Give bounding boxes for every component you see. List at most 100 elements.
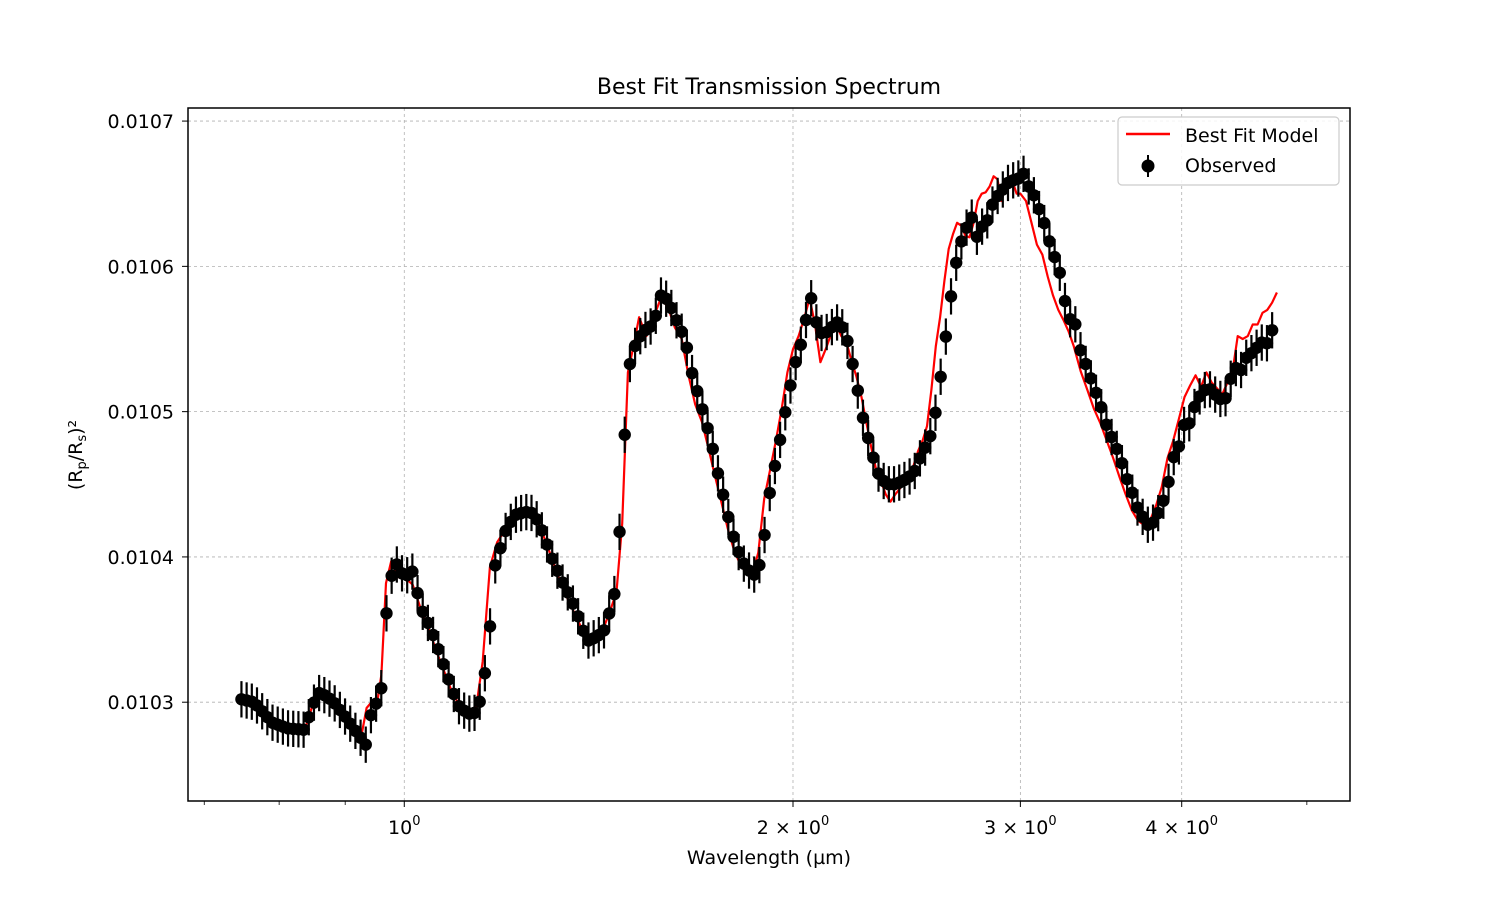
observed-point [929, 406, 942, 419]
legend-observed-label: Observed [1185, 155, 1276, 177]
observed-point [1219, 391, 1232, 405]
observed-point [556, 576, 569, 589]
observed-point [950, 256, 963, 269]
observed-point [540, 538, 554, 551]
observed-point [691, 384, 704, 398]
observed-point [970, 230, 984, 243]
observed-point [302, 711, 315, 724]
observed-point [939, 330, 953, 343]
x-axis: 100 2 × 100 3 × 100 4 × 100 [203, 801, 1308, 839]
observed-point [375, 681, 388, 695]
observed-point [701, 421, 714, 435]
observed-point [1027, 189, 1041, 202]
observed-point [483, 620, 497, 633]
observed-point [789, 355, 802, 369]
observed-point [856, 411, 870, 425]
observed-point [665, 301, 678, 315]
observed-point [1095, 401, 1108, 414]
observed-point [380, 607, 393, 620]
observed-point [1188, 400, 1201, 414]
observed-point [597, 624, 611, 637]
observed-point [1069, 318, 1082, 331]
observed-point [1115, 456, 1129, 470]
y-tick-label: 0.0103 [108, 692, 174, 714]
observed-point [851, 384, 864, 397]
observed-point [478, 667, 492, 680]
observed-point [1120, 472, 1134, 486]
x-tick-label: 2 × 100 [757, 814, 830, 839]
observed-point [711, 467, 725, 480]
observed-point [1183, 417, 1196, 430]
observed-point [499, 524, 512, 538]
observed-point [468, 706, 481, 720]
chart-title: Best Fit Transmission Spectrum [597, 75, 941, 100]
observed-series [235, 155, 1279, 763]
observed-point [473, 695, 486, 708]
observed-point [670, 314, 683, 327]
observed-point [846, 357, 859, 371]
observed-point [675, 325, 688, 338]
observed-point [841, 334, 854, 348]
observed-point [924, 429, 937, 443]
observed-point [804, 292, 818, 305]
legend: Best Fit Model Observed [1117, 116, 1340, 186]
observed-point [696, 403, 709, 416]
observed-point [297, 723, 310, 736]
observed-point [411, 586, 424, 600]
observed-point [955, 235, 968, 248]
observed-point [1151, 506, 1165, 520]
observed-point [810, 316, 823, 329]
observed-point [1224, 372, 1237, 385]
observed-point [944, 290, 958, 303]
observed-point [608, 587, 621, 601]
observed-point [934, 370, 947, 383]
observed-point [1058, 294, 1072, 308]
observed-point [535, 524, 549, 537]
observed-point [489, 559, 502, 572]
observed-point [773, 433, 787, 447]
observed-point [1260, 337, 1274, 350]
observed-point [685, 366, 699, 380]
y-axis: 0.0103 0.0104 0.0105 0.0106 0.0107 [108, 111, 188, 714]
observed-point [1053, 266, 1066, 279]
observed-point [1017, 167, 1030, 181]
observed-point [758, 528, 771, 542]
observed-point [1084, 372, 1098, 385]
observed-point [1048, 250, 1061, 264]
observed-point [1074, 344, 1087, 357]
observed-point [748, 568, 761, 581]
observed-point [908, 464, 921, 478]
observed-point [867, 451, 880, 464]
observed-point [426, 628, 440, 642]
y-axis-label: (Rp/Rs)² [65, 420, 90, 490]
x-axis-label: Wavelength (µm) [687, 847, 851, 869]
observed-point [1100, 418, 1113, 431]
observed-point [779, 406, 792, 419]
x-tick-label: 100 [388, 814, 420, 839]
observed-point [364, 708, 378, 722]
observed-point [706, 442, 719, 456]
observed-point [861, 431, 875, 445]
observed-point [753, 558, 766, 572]
observed-point [659, 292, 673, 305]
observed-point [1265, 324, 1279, 337]
observed-point [784, 379, 797, 392]
observed-point [618, 428, 631, 441]
observed-point [960, 221, 973, 234]
observed-point [1089, 386, 1103, 399]
observed-point [799, 313, 813, 327]
observed-point [1032, 202, 1046, 216]
observed-point [1172, 440, 1186, 453]
observed-point [494, 542, 507, 555]
observed-point [1105, 430, 1118, 444]
y-tick-label: 0.0105 [108, 402, 174, 424]
observed-point [613, 525, 626, 539]
observed-point [432, 642, 445, 656]
observed-point [577, 624, 590, 637]
observed-point [561, 586, 574, 599]
y-tick-label: 0.0104 [108, 547, 174, 569]
observed-point [442, 673, 455, 686]
observed-point [644, 320, 657, 333]
observed-point [716, 488, 730, 501]
